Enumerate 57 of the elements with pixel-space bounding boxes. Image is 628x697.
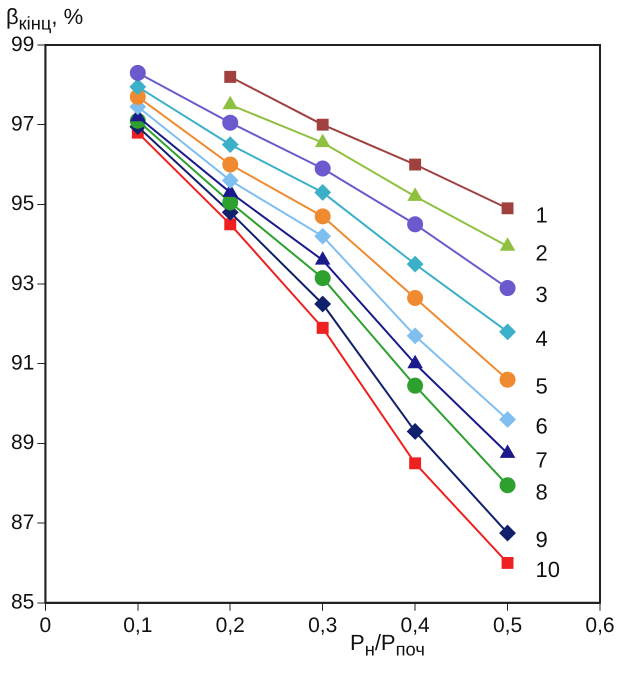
x-tick-label: 0,3 — [308, 614, 338, 638]
series-label: 1 — [536, 202, 548, 228]
point — [502, 202, 514, 214]
point — [314, 208, 331, 224]
y-tick-label: 91 — [11, 352, 34, 375]
y-tick-label: 95 — [11, 192, 34, 216]
point — [407, 378, 424, 394]
y-tick-label: 89 — [11, 431, 34, 454]
point — [316, 118, 329, 131]
point — [407, 423, 424, 440]
point — [500, 525, 516, 542]
point — [500, 477, 516, 494]
x-tick-label: 0,1 — [123, 614, 152, 638]
y-tick-label: 99 — [11, 32, 34, 56]
y-tick-label: 93 — [11, 272, 34, 295]
series-label: 9 — [536, 527, 548, 552]
point — [222, 114, 238, 131]
series-label: 2 — [536, 240, 548, 266]
series-label: 6 — [536, 414, 548, 439]
point — [222, 172, 238, 188]
point — [407, 290, 424, 306]
point — [314, 228, 331, 244]
point — [314, 296, 331, 312]
series-label: 7 — [536, 447, 548, 472]
y-axis-title: β$_{кінц}$, % — [6, 4, 84, 34]
y-tick-label: 87 — [11, 510, 34, 534]
x-tick-label: 0,6 — [585, 614, 615, 638]
point — [502, 557, 514, 569]
series-label: 10 — [536, 557, 560, 582]
point — [316, 322, 329, 334]
series-label: 5 — [536, 374, 548, 399]
x-tick-label: 0,2 — [216, 614, 245, 638]
point — [500, 280, 516, 296]
point — [130, 78, 146, 95]
y-tick-label: 85 — [11, 590, 34, 614]
series-label: 4 — [536, 326, 548, 351]
x-tick-label: 0 — [40, 614, 52, 638]
point — [222, 136, 238, 153]
x-tick-label: 0,5 — [492, 614, 522, 638]
series-label: 3 — [536, 282, 548, 308]
point — [500, 324, 516, 340]
point — [500, 372, 516, 388]
point — [407, 216, 424, 232]
point — [409, 457, 422, 470]
series-label: 8 — [536, 479, 548, 504]
point — [224, 218, 236, 230]
point — [407, 256, 424, 272]
point — [222, 156, 238, 173]
point — [409, 158, 422, 170]
point — [314, 184, 331, 200]
y-tick-label: 97 — [11, 112, 34, 136]
point — [314, 270, 331, 286]
point — [130, 64, 146, 81]
point — [314, 160, 331, 177]
point — [224, 70, 236, 83]
point — [407, 328, 424, 344]
point — [500, 412, 516, 428]
